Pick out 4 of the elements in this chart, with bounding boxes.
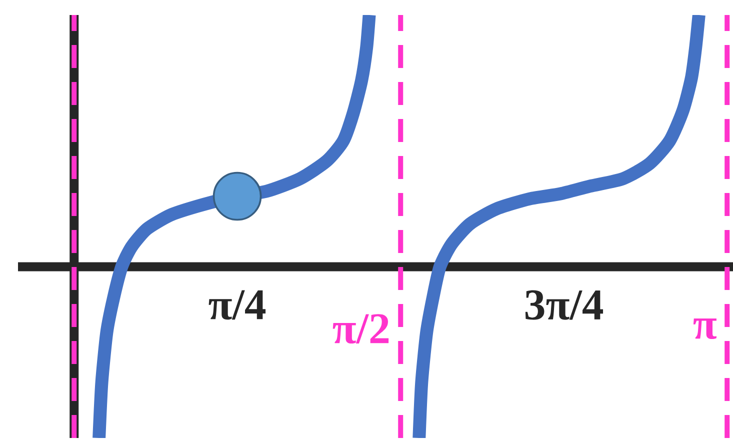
- x-tick-label: π/4: [208, 290, 266, 320]
- ref-line-label: π: [693, 318, 716, 340]
- ref-line-label: π/2: [332, 314, 389, 344]
- x-tick-label: 3π/4: [525, 290, 604, 320]
